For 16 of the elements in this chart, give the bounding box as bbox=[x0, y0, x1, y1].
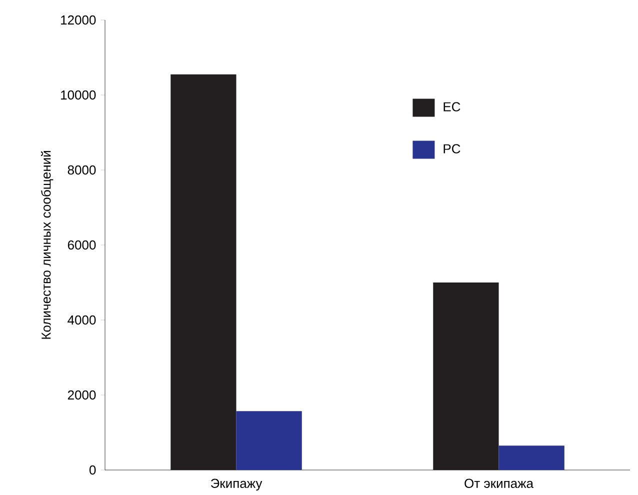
bar bbox=[236, 411, 302, 470]
y-tick-label: 0 bbox=[90, 465, 96, 475]
y-axis-title: Количество личных сообщений bbox=[40, 151, 54, 339]
bar bbox=[433, 282, 499, 470]
bar bbox=[170, 74, 236, 470]
legend-label: PC bbox=[444, 144, 460, 154]
x-tick-label: От экипажа bbox=[464, 478, 534, 488]
legend-label: EC bbox=[444, 102, 460, 112]
y-tick-label: 6000 bbox=[68, 240, 96, 250]
y-tick-label: 10000 bbox=[61, 90, 96, 100]
x-tick-label: Экипажу bbox=[210, 478, 262, 491]
y-tick-label: 4000 bbox=[68, 315, 96, 325]
y-tick-label: 8000 bbox=[68, 165, 96, 175]
y-tick-label: 12000 bbox=[61, 15, 96, 25]
bar bbox=[498, 446, 564, 470]
y-tick-label: 2000 bbox=[68, 390, 96, 400]
